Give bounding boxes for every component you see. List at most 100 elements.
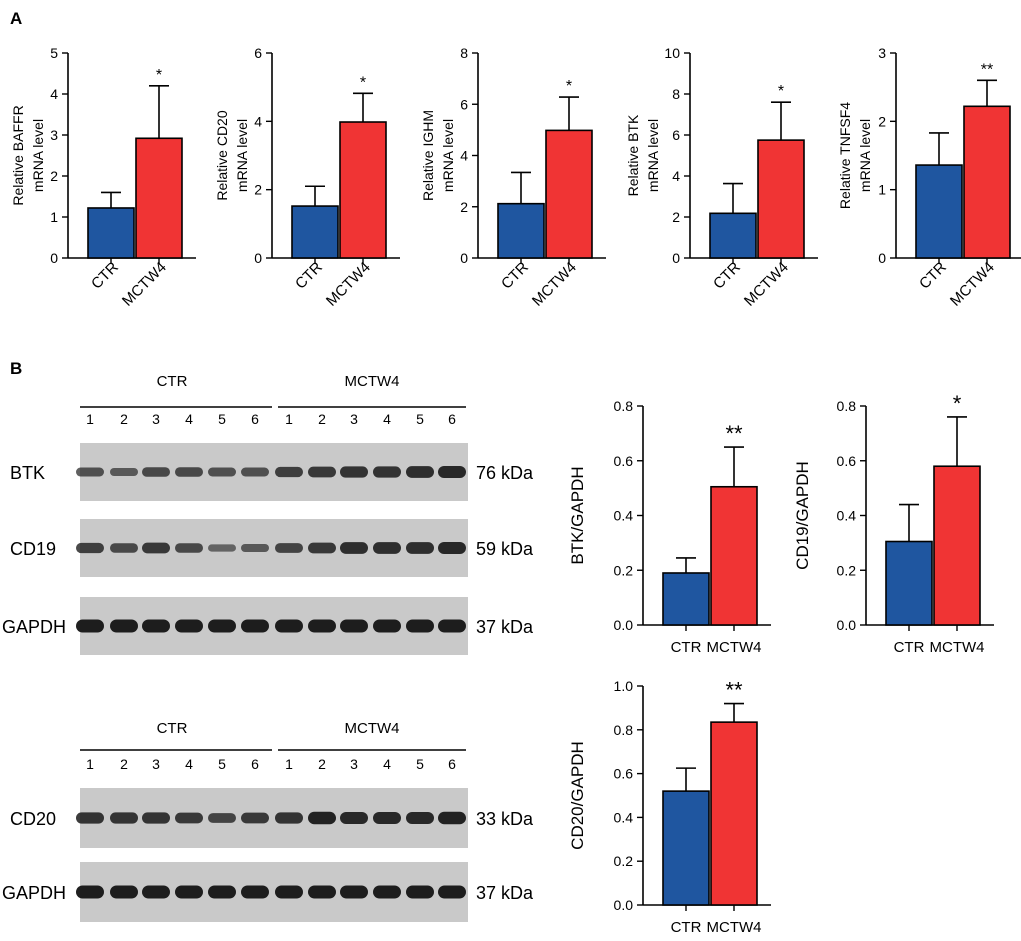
protein-band (438, 885, 466, 899)
y-tick-label: 0 (254, 250, 262, 266)
protein-band (110, 543, 138, 553)
group-label-mctw4: MCTW4 (345, 720, 400, 737)
protein-band (76, 619, 104, 633)
y-tick-label: 0 (672, 250, 680, 266)
y-tick-label: 0.6 (837, 453, 857, 469)
protein-band (76, 467, 104, 477)
lane-number: 2 (318, 756, 326, 772)
protein-band (438, 619, 466, 633)
y-axis-label: Relative BTK (625, 114, 641, 196)
y-tick-label: 6 (254, 45, 262, 61)
y-tick-label: 6 (672, 127, 680, 143)
y-tick-label: 8 (672, 86, 680, 102)
lane-number: 2 (120, 411, 128, 427)
western-blot-2: CTR MCTW4 1 2 3 4 5 6 1 2 3 4 5 6 CD20 33 kDa GAPDH 37 kD… (2, 720, 534, 922)
group-label-ctr: CTR (157, 373, 188, 390)
panel-label-b: B (10, 359, 22, 378)
protein-band (241, 543, 269, 553)
y-axis-label: CD20/GAPDH (568, 741, 587, 850)
x-tick-label: CTR (894, 639, 925, 656)
x-tick-label: CTR (671, 639, 702, 656)
protein-band (340, 811, 368, 825)
y-tick-label: 0.0 (837, 617, 857, 633)
group-label-mctw4: MCTW4 (345, 373, 400, 390)
y-tick-label: 10 (664, 45, 680, 61)
blot-row-gapdh: GAPDH 37 kDa (2, 597, 534, 655)
protein-band (208, 885, 236, 899)
protein-band (76, 542, 104, 554)
lane-number: 6 (251, 756, 259, 772)
x-tick-label: CTR (916, 259, 950, 293)
x-tick-label: MCTW4 (930, 639, 985, 656)
bar-mctw4 (545, 129, 593, 259)
significance-marker: * (953, 391, 962, 416)
lane-number: 3 (152, 756, 160, 772)
protein-band (406, 542, 434, 554)
protein-band (175, 467, 203, 477)
bar-mctw4 (963, 105, 1011, 259)
y-axis-label: mRNA level (234, 119, 250, 192)
y-axis-label: Relative TNFSF4 (837, 102, 853, 209)
group-label-ctr: CTR (157, 720, 188, 737)
x-tick-label: CTR (498, 259, 532, 293)
lane-number: 1 (285, 756, 293, 772)
x-tick-label: MCTW4 (529, 259, 580, 310)
significance-marker: ** (981, 61, 993, 78)
lane-number: 3 (152, 411, 160, 427)
lane-number: 2 (318, 411, 326, 427)
lane-number: 2 (120, 756, 128, 772)
protein-band (373, 619, 401, 633)
y-tick-label: 0.2 (837, 562, 857, 578)
x-tick-label: MCTW4 (707, 639, 762, 656)
y-tick-label: 0.6 (614, 766, 634, 782)
protein-label: GAPDH (2, 883, 66, 903)
protein-band (110, 619, 138, 633)
lane-number: 1 (86, 411, 94, 427)
protein-band (340, 619, 368, 633)
x-tick-label: CTR (710, 259, 744, 293)
protein-band (241, 812, 269, 824)
lane-number: 6 (448, 411, 456, 427)
y-tick-label: 0.8 (614, 398, 634, 414)
blot-row-cd20: CD20 33 kDa (10, 788, 534, 848)
lane-number: 5 (416, 756, 424, 772)
y-tick-label: 0 (878, 250, 886, 266)
y-tick-label: 1.0 (614, 678, 634, 694)
blot-row-gapdh: GAPDH 37 kDa (2, 862, 534, 922)
protein-band (340, 885, 368, 899)
protein-band (406, 885, 434, 899)
y-tick-label: 4 (50, 86, 58, 102)
protein-band (275, 812, 303, 824)
bar-ctr (709, 212, 757, 259)
protein-band (241, 885, 269, 899)
x-tick-label: MCTW4 (707, 919, 762, 936)
protein-band (208, 467, 236, 477)
lane-number: 6 (251, 411, 259, 427)
protein-label: CD20 (10, 809, 56, 829)
molecular-weight-label: 59 kDa (476, 539, 534, 559)
protein-band (110, 467, 138, 477)
protein-band (340, 466, 368, 478)
x-tick-label: CTR (88, 259, 122, 293)
y-tick-label: 0 (50, 250, 58, 266)
lane-number: 4 (185, 411, 193, 427)
protein-band (406, 619, 434, 633)
y-tick-label: 2 (50, 168, 58, 184)
protein-label: CD19 (10, 539, 56, 559)
lane-number: 3 (350, 756, 358, 772)
x-tick-label: MCTW4 (741, 259, 792, 310)
y-axis-label: Relative CD20 (214, 110, 230, 200)
y-tick-label: 5 (50, 45, 58, 61)
y-tick-label: 2 (878, 113, 886, 129)
lane-number: 3 (350, 411, 358, 427)
y-tick-label: 0.4 (614, 809, 634, 825)
protein-band (275, 885, 303, 899)
bar-ctr (497, 202, 545, 259)
y-axis-label: CD19/GAPDH (793, 461, 812, 570)
bar-ctr (291, 205, 339, 259)
